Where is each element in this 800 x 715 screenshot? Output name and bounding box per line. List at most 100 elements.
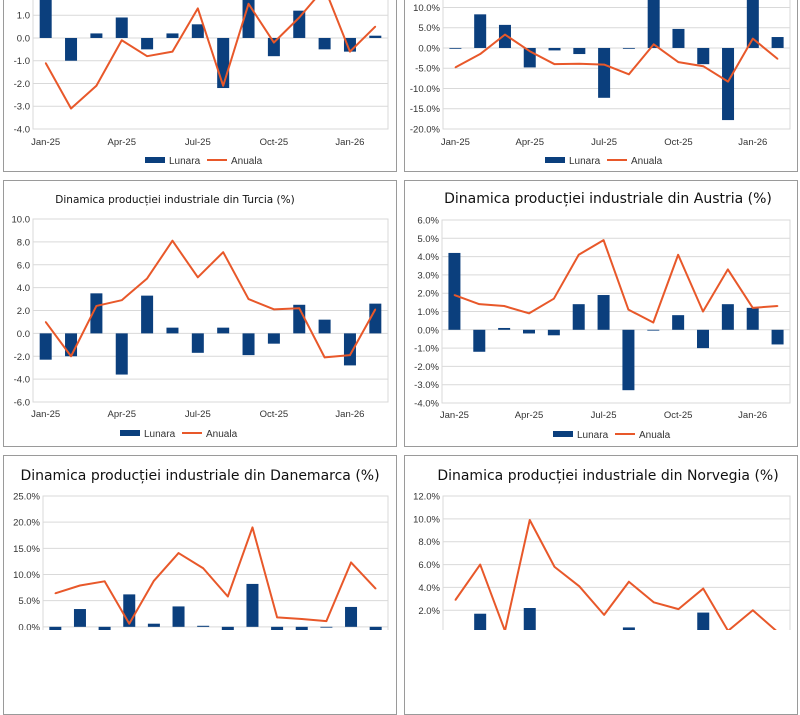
bar-lunara-Dec-25 xyxy=(318,319,331,334)
bar-lunara-Dec-25 xyxy=(320,626,333,628)
y-tick-label: 2.0 xyxy=(17,306,30,317)
bar-lunara-Nov-25 xyxy=(697,329,709,349)
bar-lunara-May-25 xyxy=(548,47,561,51)
bar-lunara-Sep-25 xyxy=(647,329,660,331)
line-anuala xyxy=(454,239,778,324)
bar-lunara-Jun-25 xyxy=(573,47,586,55)
x-tick-label: Oct-25 xyxy=(664,410,693,421)
point-anuala-May-25 xyxy=(146,277,148,280)
bar-lunara-Apr-25 xyxy=(523,329,535,334)
point-anuala-May-25 xyxy=(553,297,555,300)
bar-lunara-Mar-25 xyxy=(90,293,103,334)
y-tick-label: 0.0% xyxy=(418,629,440,630)
y-tick-label: 5.0% xyxy=(418,23,440,34)
y-tick-label: 1.0% xyxy=(417,307,439,318)
x-tick-label: Apr-25 xyxy=(107,137,136,148)
x-tick-label: Jul-25 xyxy=(185,409,211,420)
bar-lunara-Oct-25 xyxy=(271,626,284,630)
plot-area xyxy=(32,0,389,130)
point-anuala-Jan-26 xyxy=(349,50,351,53)
bar-lunara-Oct-25 xyxy=(672,315,685,330)
point-anuala-Oct-25 xyxy=(677,61,680,63)
bar-lunara-Mar-25 xyxy=(90,33,103,38)
point-anuala-May-25 xyxy=(153,579,155,582)
line-anuala xyxy=(44,0,377,110)
point-anuala-Aug-25 xyxy=(628,73,630,76)
bar-lunara-Mar-25 xyxy=(498,327,511,330)
bar-lunara-Jan-25 xyxy=(448,252,461,330)
bar-lunara-Aug-25 xyxy=(221,626,234,630)
point-anuala-Apr-25 xyxy=(528,50,531,53)
y-tick-label: 25.0% xyxy=(13,492,40,503)
bar-lunara-Feb-26 xyxy=(369,303,382,334)
y-tick-label: -4.0% xyxy=(414,399,439,410)
point-anuala-Feb-25 xyxy=(70,355,72,358)
x-tick-label: Jan-25 xyxy=(440,410,469,421)
y-tick-label: -15.0% xyxy=(410,104,441,115)
point-anuala-Dec-25 xyxy=(325,620,328,622)
bar-lunara-Apr-25 xyxy=(115,17,128,38)
legend-label-lunara: Lunara xyxy=(577,430,609,441)
point-anuala-Mar-25 xyxy=(504,33,506,36)
point-anuala-Sep-25 xyxy=(247,3,250,5)
bar-lunara-Oct-25 xyxy=(267,333,280,344)
x-tick-label: Apr-25 xyxy=(515,137,544,148)
bar-lunara-Feb-25 xyxy=(65,37,78,61)
bar-lunara-Dec-25 xyxy=(318,37,331,50)
point-anuala-Mar-25 xyxy=(103,580,106,583)
y-tick-label: -2.0 xyxy=(14,352,30,363)
point-anuala-Jul-25 xyxy=(603,614,605,616)
y-tick-label: 5.0% xyxy=(18,596,40,607)
bar-lunara-Jan-25 xyxy=(39,333,52,360)
point-anuala-Nov-25 xyxy=(702,65,705,68)
point-anuala-Jan-25 xyxy=(454,66,457,69)
y-tick-label: 10.0% xyxy=(413,514,440,525)
x-tick-label: Apr-25 xyxy=(515,410,544,421)
y-tick-label: 0.0 xyxy=(17,329,30,340)
bar-lunara-Feb-26 xyxy=(369,35,382,38)
bar-lunara-May-25 xyxy=(141,37,154,50)
y-tick-label: -3.0% xyxy=(414,380,439,391)
y-tick-label: 10.0 xyxy=(12,215,31,226)
point-anuala-Feb-25 xyxy=(79,584,81,587)
point-anuala-Sep-25 xyxy=(652,601,655,604)
bar-lunara-Mar-25 xyxy=(498,24,511,48)
x-tick-label: Jan-25 xyxy=(31,409,60,420)
point-anuala-May-25 xyxy=(553,566,556,568)
point-anuala-May-25 xyxy=(146,55,148,57)
bar-lunara-Jan-26 xyxy=(746,0,759,48)
bar-lunara-Jun-25 xyxy=(166,327,179,334)
point-anuala-Feb-25 xyxy=(479,563,481,566)
point-anuala-Oct-25 xyxy=(276,616,278,619)
point-anuala-Apr-25 xyxy=(120,299,123,302)
point-anuala-Apr-25 xyxy=(128,622,131,625)
bar-lunara-Feb-26 xyxy=(771,37,784,48)
y-tick-label: 8.0% xyxy=(418,537,440,548)
line-anuala xyxy=(454,519,777,630)
y-tick-label: 0.0% xyxy=(418,43,440,54)
y-tick-label: -3.0 xyxy=(14,102,30,113)
bar-lunara-Jul-25 xyxy=(597,295,610,330)
legend-swatch-lunara xyxy=(145,157,165,163)
point-anuala-Sep-25 xyxy=(652,321,655,324)
point-anuala-Apr-25 xyxy=(528,519,531,521)
bar-lunara-Jan-26 xyxy=(345,606,358,627)
point-anuala-Jan-25 xyxy=(454,599,457,601)
point-anuala-Jul-25 xyxy=(603,63,605,66)
chart-title: Dinamica producției industriale din Turc… xyxy=(55,194,294,206)
y-tick-label: 6.0% xyxy=(418,560,440,571)
y-tick-label: -6.0 xyxy=(14,398,30,409)
chart-title: Dinamica producției industriale din Dane… xyxy=(20,468,379,484)
point-anuala-Jan-26 xyxy=(349,354,351,356)
point-anuala-Feb-25 xyxy=(70,107,72,110)
y-tick-label: 4.0 xyxy=(17,283,30,294)
bar-lunara-Sep-25 xyxy=(242,333,255,356)
bar-lunara-Jul-25 xyxy=(197,625,210,627)
point-anuala-May-25 xyxy=(553,63,556,65)
x-tick-label: Oct-25 xyxy=(260,409,289,420)
x-tick-label: Oct-25 xyxy=(260,137,289,148)
y-tick-label: -1.0% xyxy=(414,344,439,355)
bar-lunara-Oct-25 xyxy=(267,37,280,57)
bar-lunara-Jun-25 xyxy=(172,606,185,627)
line-anuala xyxy=(454,33,779,83)
